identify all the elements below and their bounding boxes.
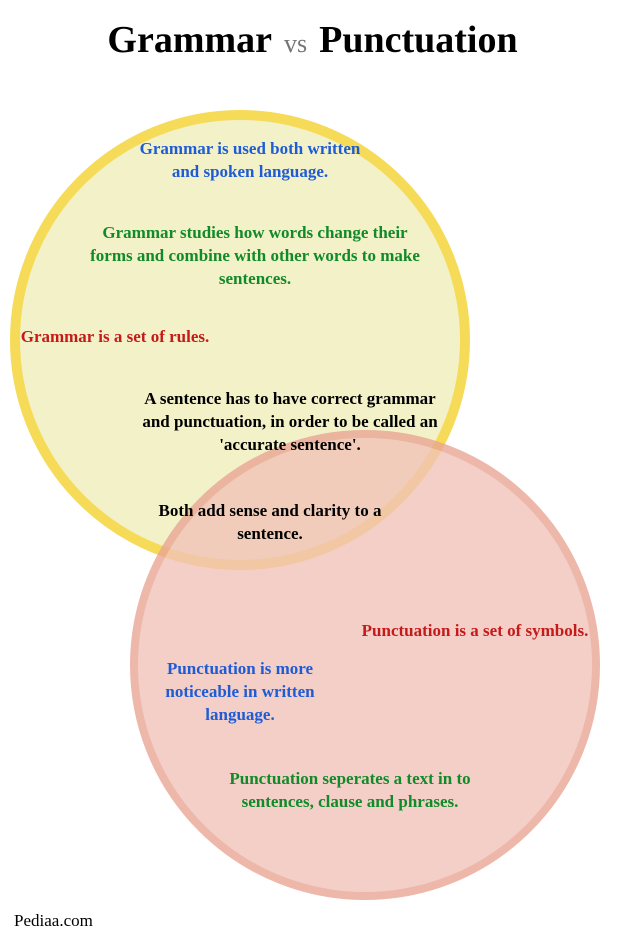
title-vs: vs bbox=[284, 29, 307, 58]
source-attribution: Pediaa.com bbox=[14, 911, 93, 931]
fact-grammar-studies: Grammar studies how words change their f… bbox=[90, 222, 420, 291]
fact-punct-symbols: Punctuation is a set of symbols. bbox=[360, 620, 590, 643]
page-title: Grammar vs Punctuation bbox=[0, 18, 625, 62]
fact-grammar-usage: Grammar is used both written and spoken … bbox=[130, 138, 370, 184]
fact-punct-noticeable: Punctuation is more noticeable in writte… bbox=[130, 658, 350, 727]
fact-punct-separates: Punctuation seperates a text in to sente… bbox=[200, 768, 500, 814]
title-right: Punctuation bbox=[319, 19, 517, 61]
title-left: Grammar bbox=[107, 19, 272, 61]
fact-overlap-sense: Both add sense and clarity to a sentence… bbox=[130, 500, 410, 546]
fact-overlap-accurate: A sentence has to have correct grammar a… bbox=[140, 388, 440, 457]
fact-grammar-rules: Grammar is a set of rules. bbox=[10, 326, 220, 349]
